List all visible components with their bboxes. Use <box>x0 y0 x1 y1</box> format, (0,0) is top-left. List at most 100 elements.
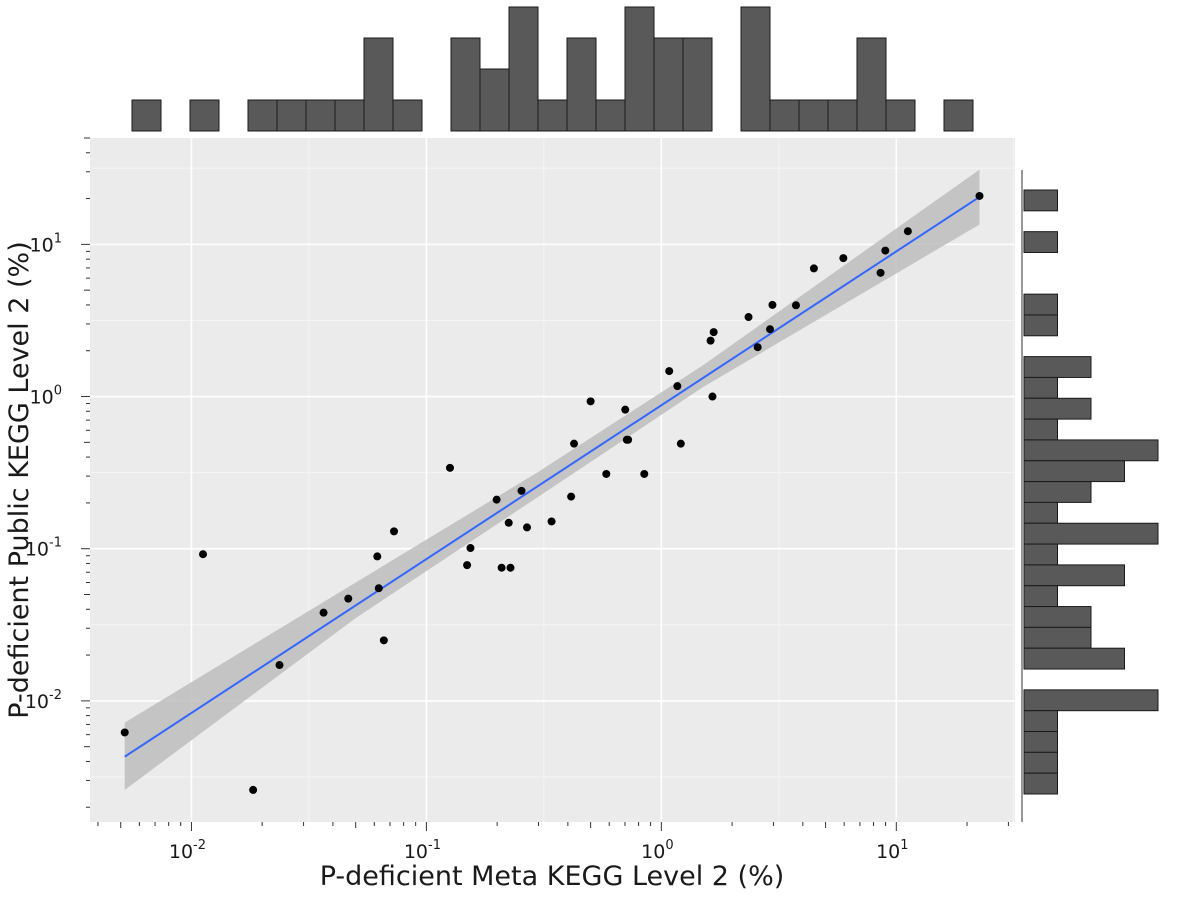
data-point <box>373 552 382 561</box>
right-histogram-bar <box>1023 231 1058 253</box>
data-point <box>876 268 885 277</box>
top-histogram-bar <box>885 99 916 132</box>
top-histogram-bar <box>566 37 597 132</box>
data-point <box>881 246 890 255</box>
confidence-ribbon <box>124 169 980 790</box>
data-point <box>497 563 506 572</box>
data-point <box>676 439 685 448</box>
right-histogram-bar <box>1023 314 1058 337</box>
right-histogram-bar <box>1023 606 1092 628</box>
right-histogram-bar <box>1023 439 1159 462</box>
data-point <box>567 492 576 501</box>
top-histogram-bar <box>305 99 336 132</box>
top-histogram-bar <box>450 37 481 132</box>
data-point <box>602 469 611 478</box>
y-axis-ticks: 10-2 10-1 100 101 <box>25 137 90 808</box>
data-point <box>504 518 513 527</box>
right-histogram-bar <box>1023 522 1159 545</box>
data-point <box>120 728 129 737</box>
y-tick-label: 101 <box>30 231 62 256</box>
data-point <box>665 367 674 376</box>
right-histogram-bar <box>1023 772 1058 795</box>
top-histogram-bar <box>769 99 800 132</box>
data-point <box>275 661 284 670</box>
right-histogram-bar <box>1023 376 1058 399</box>
top-histogram-bar <box>827 99 858 132</box>
top-histogram-bar <box>363 37 394 132</box>
top-histogram-bar <box>740 6 771 132</box>
data-point <box>673 382 682 391</box>
data-point <box>466 544 475 553</box>
data-point <box>768 300 777 309</box>
top-histogram-bar <box>798 99 829 132</box>
data-point <box>621 405 630 414</box>
data-point <box>708 392 717 401</box>
top-histogram-bar <box>276 99 307 132</box>
x-axis-ticks: 10-2 10-1 100 101 <box>97 822 1009 863</box>
data-point <box>706 336 715 345</box>
right-histogram-bar <box>1023 293 1058 316</box>
data-point <box>506 563 515 572</box>
top-histogram-bar <box>189 99 220 132</box>
top-histogram-bar <box>247 99 278 132</box>
right-histogram-bar <box>1023 564 1125 587</box>
data-point <box>766 325 775 334</box>
top-histogram-bar <box>653 37 684 132</box>
data-point <box>975 191 984 200</box>
data-point <box>624 435 633 444</box>
data-point <box>753 343 762 352</box>
right-histogram-bar <box>1023 481 1092 503</box>
top-histogram-bar <box>856 37 887 132</box>
data-point <box>809 264 818 273</box>
data-point <box>319 608 328 617</box>
x-tick-label: 100 <box>641 838 673 863</box>
data-point <box>249 785 258 794</box>
y-tick-label: 100 <box>30 384 62 409</box>
right-histogram-bar <box>1023 189 1058 212</box>
data-point <box>744 313 753 322</box>
data-point <box>839 254 848 263</box>
y-tick-label: 10-1 <box>25 536 62 561</box>
data-point <box>379 636 388 645</box>
top-histogram-bar <box>334 99 365 132</box>
data-point <box>570 439 579 448</box>
data-point <box>463 561 472 570</box>
right-histogram-bar <box>1023 460 1125 483</box>
y-tick-label: 10-2 <box>25 688 62 713</box>
top-histogram-bar <box>682 37 713 132</box>
right-histogram-bar <box>1023 689 1159 712</box>
top-histogram-bar <box>508 6 539 132</box>
regression-line <box>124 196 981 758</box>
plot-panel <box>90 138 1015 822</box>
top-marginal-histogram <box>131 6 974 132</box>
x-tick-label: 10-1 <box>404 838 441 863</box>
x-axis-title: P-deficient Meta KEGG Level 2 (%) <box>320 861 785 892</box>
top-histogram-bar <box>479 68 510 132</box>
x-tick-label: 10-2 <box>169 838 206 863</box>
data-point <box>903 227 912 236</box>
right-histogram-bar <box>1023 418 1058 441</box>
data-point <box>709 328 718 337</box>
top-histogram-bar <box>943 99 974 132</box>
top-histogram-bar <box>392 99 423 132</box>
data-point <box>522 523 531 532</box>
top-histogram-bar <box>624 6 655 132</box>
right-histogram-bar <box>1023 710 1058 733</box>
right-histogram-bar <box>1023 731 1058 753</box>
right-marginal-histogram <box>1023 189 1159 795</box>
right-histogram-bar <box>1023 543 1058 566</box>
y-axis-title: P-deficient Public KEGG Level 2 (%) <box>4 241 35 718</box>
top-histogram-bar <box>595 99 626 132</box>
data-point <box>445 463 454 472</box>
right-histogram-bar <box>1023 626 1092 649</box>
data-point <box>517 486 526 495</box>
right-histogram-bar <box>1023 585 1058 608</box>
data-point <box>547 517 556 526</box>
right-histogram-bar <box>1023 501 1058 524</box>
data-point <box>586 397 595 406</box>
data-point <box>791 301 800 310</box>
top-histogram-bar <box>131 99 162 132</box>
x-tick-label: 101 <box>876 838 908 863</box>
data-point <box>344 594 353 603</box>
